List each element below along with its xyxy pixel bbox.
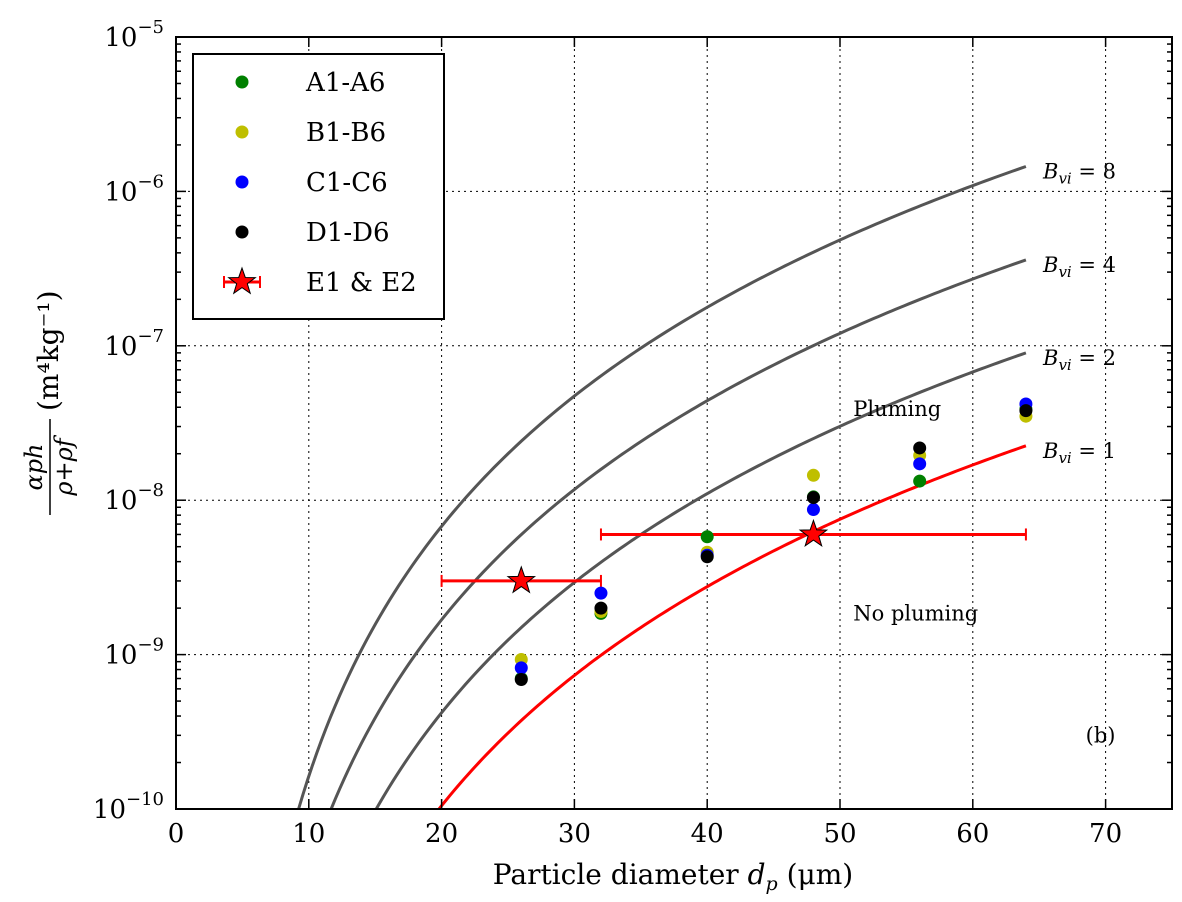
- x-tick-label: 70: [1089, 819, 1122, 849]
- legend-label: E1 & E2: [306, 268, 417, 298]
- legend-marker: [235, 225, 249, 239]
- x-tick-label: 60: [956, 819, 989, 849]
- annotation: (b): [1086, 723, 1116, 747]
- annotation-layer: Pluming No pluming (b): [853, 397, 1115, 747]
- point-layer: [506, 397, 1033, 686]
- data-point: [806, 503, 820, 517]
- data-point: [1019, 404, 1033, 418]
- y-tick-label: 10−8: [104, 480, 164, 516]
- plot-frame: [175, 36, 1173, 810]
- curve-label: Bvi = 2: [1042, 346, 1116, 374]
- y-tick-label: 10−10: [93, 789, 164, 825]
- x-tick-label: 50: [823, 819, 856, 849]
- x-tick-label: 40: [691, 819, 724, 849]
- curve-label: Bvi = 8: [1042, 159, 1116, 187]
- model-curve: [329, 258, 1027, 810]
- legend-marker: [235, 125, 249, 139]
- legend-label: A1-A6: [305, 68, 385, 98]
- annotation: No pluming: [853, 601, 978, 625]
- x-tick-labels: 0 10 20 30 40 50 60 70: [168, 819, 1122, 849]
- y-tick-label: 10−5: [104, 17, 164, 53]
- legend-box: [192, 53, 445, 320]
- data-point: [913, 474, 927, 488]
- legend-star-marker: [227, 266, 257, 295]
- y-tick-label: 10−6: [104, 171, 164, 207]
- data-point: [514, 672, 528, 686]
- annotation: Pluming: [853, 397, 941, 421]
- x-axis-label-unit: (μm): [778, 858, 854, 891]
- legend-label: D1-D6: [306, 218, 390, 248]
- y-axis-label-unit: (m⁴kg⁻¹): [32, 290, 65, 411]
- legend-marker: [235, 175, 249, 189]
- y-axis-label-den: ρ+ρf: [50, 434, 78, 496]
- data-point: [700, 530, 714, 544]
- y-axis-label: αph ρ+ρf (m⁴kg⁻¹): [20, 290, 78, 515]
- legend-label: B1-B6: [306, 118, 386, 148]
- curve-labels: Bvi = 8 Bvi = 4 Bvi = 2 Bvi = 1: [1042, 159, 1116, 466]
- data-point: [700, 550, 714, 564]
- data-point: [806, 491, 820, 505]
- model-curve: [374, 351, 1027, 810]
- star-point: [798, 518, 829, 548]
- data-point: [913, 457, 927, 471]
- data-point: [594, 601, 608, 615]
- curve-label: Bvi = 1: [1042, 439, 1116, 467]
- grid-layer: [176, 37, 1172, 809]
- x-tick-label: 20: [425, 819, 458, 849]
- x-tick-label: 30: [558, 819, 591, 849]
- model-curve: [297, 165, 1027, 810]
- tick-layer: [175, 36, 1172, 810]
- x-axis-label-var: d: [748, 858, 766, 891]
- data-point: [806, 468, 820, 482]
- y-tick-labels: 10−10 10−9 10−8 10−7 10−6 10−5: [93, 17, 164, 825]
- x-axis-label-sub: p: [766, 873, 778, 895]
- y-tick-label: 10−7: [104, 326, 164, 362]
- model-curve: [437, 444, 1027, 810]
- data-point: [514, 661, 528, 675]
- x-tick-label: 10: [292, 819, 325, 849]
- curve-label: Bvi = 4: [1042, 253, 1116, 281]
- legend-marker: [235, 75, 249, 89]
- data-point: [913, 441, 927, 455]
- star-point: [506, 565, 537, 594]
- x-tick-label: 0: [168, 819, 185, 849]
- legend: A1-A6 B1-B6 C1-C6 D1-D6 E1 & E2: [192, 53, 445, 320]
- y-axis-label-num: αph: [20, 443, 48, 490]
- legend-label: C1-C6: [306, 168, 388, 198]
- curve-layer: [297, 165, 1027, 810]
- x-axis-label: Particle diameter dp (μm): [493, 858, 853, 895]
- x-axis-label-main: Particle diameter: [493, 858, 748, 891]
- data-point: [594, 586, 608, 600]
- y-tick-label: 10−9: [104, 635, 164, 671]
